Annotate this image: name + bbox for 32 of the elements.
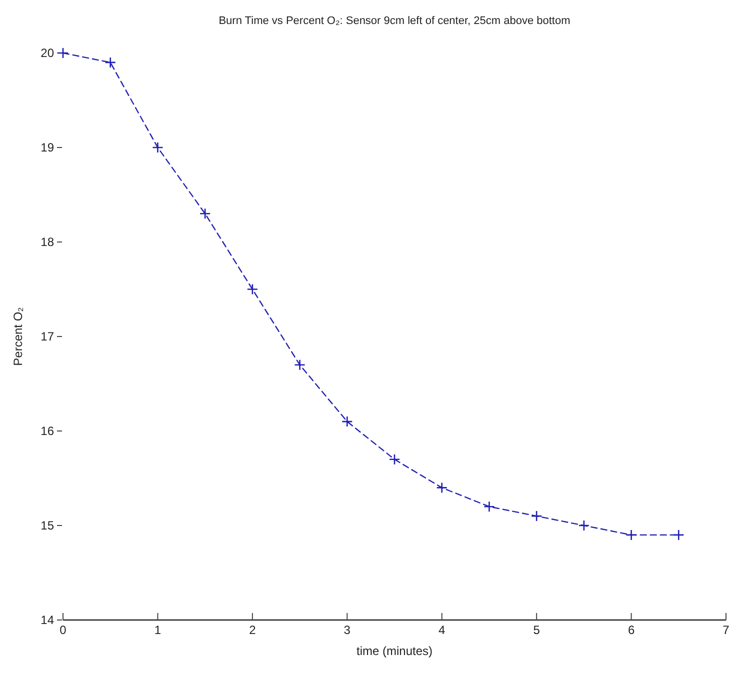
y-tick-label: 19 <box>40 140 54 155</box>
x-tick-label: 7 <box>722 623 730 637</box>
y-tick-label: 16 <box>40 424 54 438</box>
point <box>104 56 116 68</box>
point <box>436 482 448 494</box>
y-tick-label: 14 <box>40 613 54 628</box>
x-tick-label: 2 <box>249 623 256 637</box>
x-tick-label: 4 <box>438 623 446 637</box>
point <box>388 454 400 465</box>
point <box>294 359 306 370</box>
point <box>57 47 69 59</box>
y-tick-label: 18 <box>40 235 54 250</box>
x-tick-label: 1 <box>154 623 162 637</box>
y-tick-label: 15 <box>40 518 54 533</box>
point <box>246 284 258 295</box>
point <box>484 500 495 512</box>
point <box>672 529 684 541</box>
x-tick-label: 5 <box>533 623 540 637</box>
x-axis-title: time (minutes) <box>356 644 433 658</box>
chart-title: Burn Time vs Percent O₂: Sensor 9cm left of center, 25cm above bottom <box>218 15 570 27</box>
point <box>199 208 211 220</box>
point <box>152 142 164 154</box>
y-tick-label: 20 <box>40 46 54 60</box>
x-tick-label: 3 <box>344 623 351 637</box>
point <box>578 520 590 532</box>
point <box>626 529 637 541</box>
point <box>530 510 542 522</box>
x-tick-label: 0 <box>60 623 67 637</box>
x-tick-label: 6 <box>628 623 635 637</box>
y-tick-label: 17 <box>40 330 54 344</box>
point <box>341 416 353 428</box>
y-axis-title: Percent O₂ <box>11 306 25 366</box>
